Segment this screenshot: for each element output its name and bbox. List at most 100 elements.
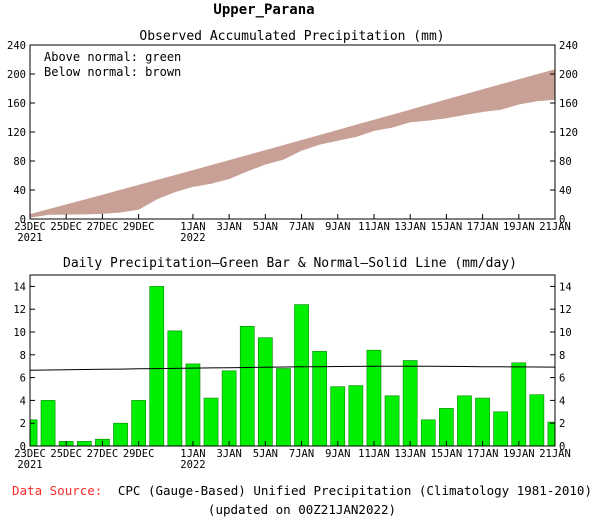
daily-precip-bar [493, 411, 509, 447]
daily-ytick-label-right: 6 [559, 373, 565, 385]
accum-xtick-label: 23DEC [14, 221, 46, 233]
accum-xtick-label: 17JAN [467, 221, 499, 233]
legend-below-normal: Below normal: brown [44, 65, 181, 79]
daily-xtick-label: 29DEC [123, 448, 155, 460]
accum-xtick-label: 15JAN [431, 221, 463, 233]
daily-precip-bar [475, 397, 490, 447]
data-source-text: CPC (Gauge-Based) Unified Precipitation … [118, 483, 592, 498]
accum-ytick-label-right: 200 [559, 69, 578, 81]
accum-ytick-label-right: 40 [559, 185, 572, 197]
daily-xtick-label: 1JAN [180, 448, 205, 460]
legend-above-normal: Above normal: green [44, 50, 181, 64]
daily-ytick-label-right: 8 [559, 350, 565, 362]
accum-ytick-label-right: 240 [559, 40, 578, 52]
daily-ytick-label-right: 10 [559, 327, 572, 339]
accum-xtick-label: 25DEC [50, 221, 82, 233]
daily-ytick-label-left: 8 [20, 350, 26, 362]
daily-precip-bar [77, 441, 92, 447]
daily-precip-bar [529, 394, 545, 447]
daily-precip-bar [149, 286, 165, 447]
daily-precip-bar [511, 362, 527, 447]
accum-ytick-label-left: 120 [7, 127, 26, 139]
daily-xtick-label: 13JAN [394, 448, 426, 460]
daily-ytick-label-left: 4 [20, 395, 26, 407]
accum-xtick-label: 9JAN [325, 221, 350, 233]
daily-precip-bar [402, 360, 418, 447]
daily-precip-bar [457, 395, 472, 447]
accum-xtick-label: 27DEC [87, 221, 119, 233]
daily-ytick-label-left: 14 [13, 281, 26, 293]
daily-precip-bar [131, 400, 147, 447]
daily-precip-bar [29, 419, 38, 447]
daily-ytick-label-right: 2 [559, 418, 565, 430]
daily-ytick-label-left: 2 [20, 418, 26, 430]
daily-precip-bar [203, 397, 219, 447]
accum-ytick-label-right: 120 [559, 127, 578, 139]
daily-precip-bar [40, 400, 56, 447]
accum-xtick-label: 5JAN [253, 221, 278, 233]
daily-precip-bar [420, 419, 436, 447]
daily-ytick-label-right: 12 [559, 304, 572, 316]
data-source-label: Data Source: [12, 483, 102, 498]
observed-accum-line [29, 98, 556, 218]
daily-precip-bar [221, 370, 237, 447]
accum-xtick-label: 21JAN [539, 221, 571, 233]
accum-xtick-year-label: 2022 [180, 232, 205, 244]
accum-ytick-label-left: 0 [20, 214, 26, 226]
accum-ytick-label-left: 240 [7, 40, 26, 52]
daily-ytick-label-left: 0 [20, 441, 26, 453]
daily-precip-bar [312, 351, 328, 447]
accum-ytick-label-right: 0 [559, 214, 565, 226]
updated-line: (updated on 00Z21JAN2022) [208, 502, 396, 517]
daily-ytick-label-left: 12 [13, 304, 26, 316]
normal-daily-line [29, 365, 556, 371]
daily-xtick-label: 3JAN [216, 448, 241, 460]
daily-precip-bar [384, 395, 400, 447]
daily-ytick-label-left: 10 [13, 327, 26, 339]
daily-xtick-label: 23DEC [14, 448, 46, 460]
accum-ytick-label-left: 40 [13, 185, 26, 197]
daily-precip-bar [276, 368, 291, 447]
daily-xtick-year-label: 2022 [180, 459, 205, 471]
daily-precip-bar [257, 337, 273, 447]
daily-xtick-label: 9JAN [325, 448, 350, 460]
daily-precip-bar [113, 422, 128, 447]
daily-precip-bar [348, 385, 364, 447]
daily-ytick-label-right: 14 [559, 281, 572, 293]
daily-ytick-label-left: 6 [20, 373, 26, 385]
daily-precip-bar [294, 304, 309, 447]
page-title: Upper_Parana [213, 2, 314, 18]
daily-xtick-year-label: 2021 [17, 459, 42, 471]
below-normal-deficit-area [30, 69, 555, 218]
daily-xtick-label: 5JAN [253, 448, 278, 460]
accum-ytick-label-left: 160 [7, 98, 26, 110]
daily-chart-title: Daily Precipitation—Green Bar & Normal—S… [63, 256, 517, 271]
accum-ytick-label-left: 80 [13, 156, 26, 168]
accum-ytick-label-left: 200 [7, 69, 26, 81]
daily-xtick-label: 27DEC [87, 448, 119, 460]
daily-xtick-label: 17JAN [467, 448, 499, 460]
accum-xtick-label: 29DEC [123, 221, 155, 233]
accum-xtick-year-label: 2021 [17, 232, 42, 244]
daily-precip-bar [330, 386, 346, 447]
accum-xtick-label: 11JAN [358, 221, 390, 233]
accum-chart-title: Observed Accumulated Precipitation (mm) [139, 29, 444, 44]
accum-ytick-label-right: 80 [559, 156, 572, 168]
accum-xtick-label: 7JAN [289, 221, 314, 233]
daily-plot-frame [29, 274, 556, 447]
daily-xtick-label: 7JAN [289, 448, 314, 460]
daily-xtick-label: 11JAN [358, 448, 390, 460]
daily-xtick-label: 21JAN [539, 448, 571, 460]
daily-precip-bar [167, 330, 183, 447]
accum-xtick-label: 19JAN [503, 221, 535, 233]
daily-precip-bar [438, 408, 454, 447]
accum-xtick-label: 1JAN [180, 221, 205, 233]
daily-ytick-label-right: 4 [559, 395, 565, 407]
accum-xtick-label: 3JAN [216, 221, 241, 233]
accum-ytick-label-right: 160 [559, 98, 578, 110]
daily-precip-bar [239, 325, 255, 447]
daily-xtick-label: 25DEC [50, 448, 82, 460]
